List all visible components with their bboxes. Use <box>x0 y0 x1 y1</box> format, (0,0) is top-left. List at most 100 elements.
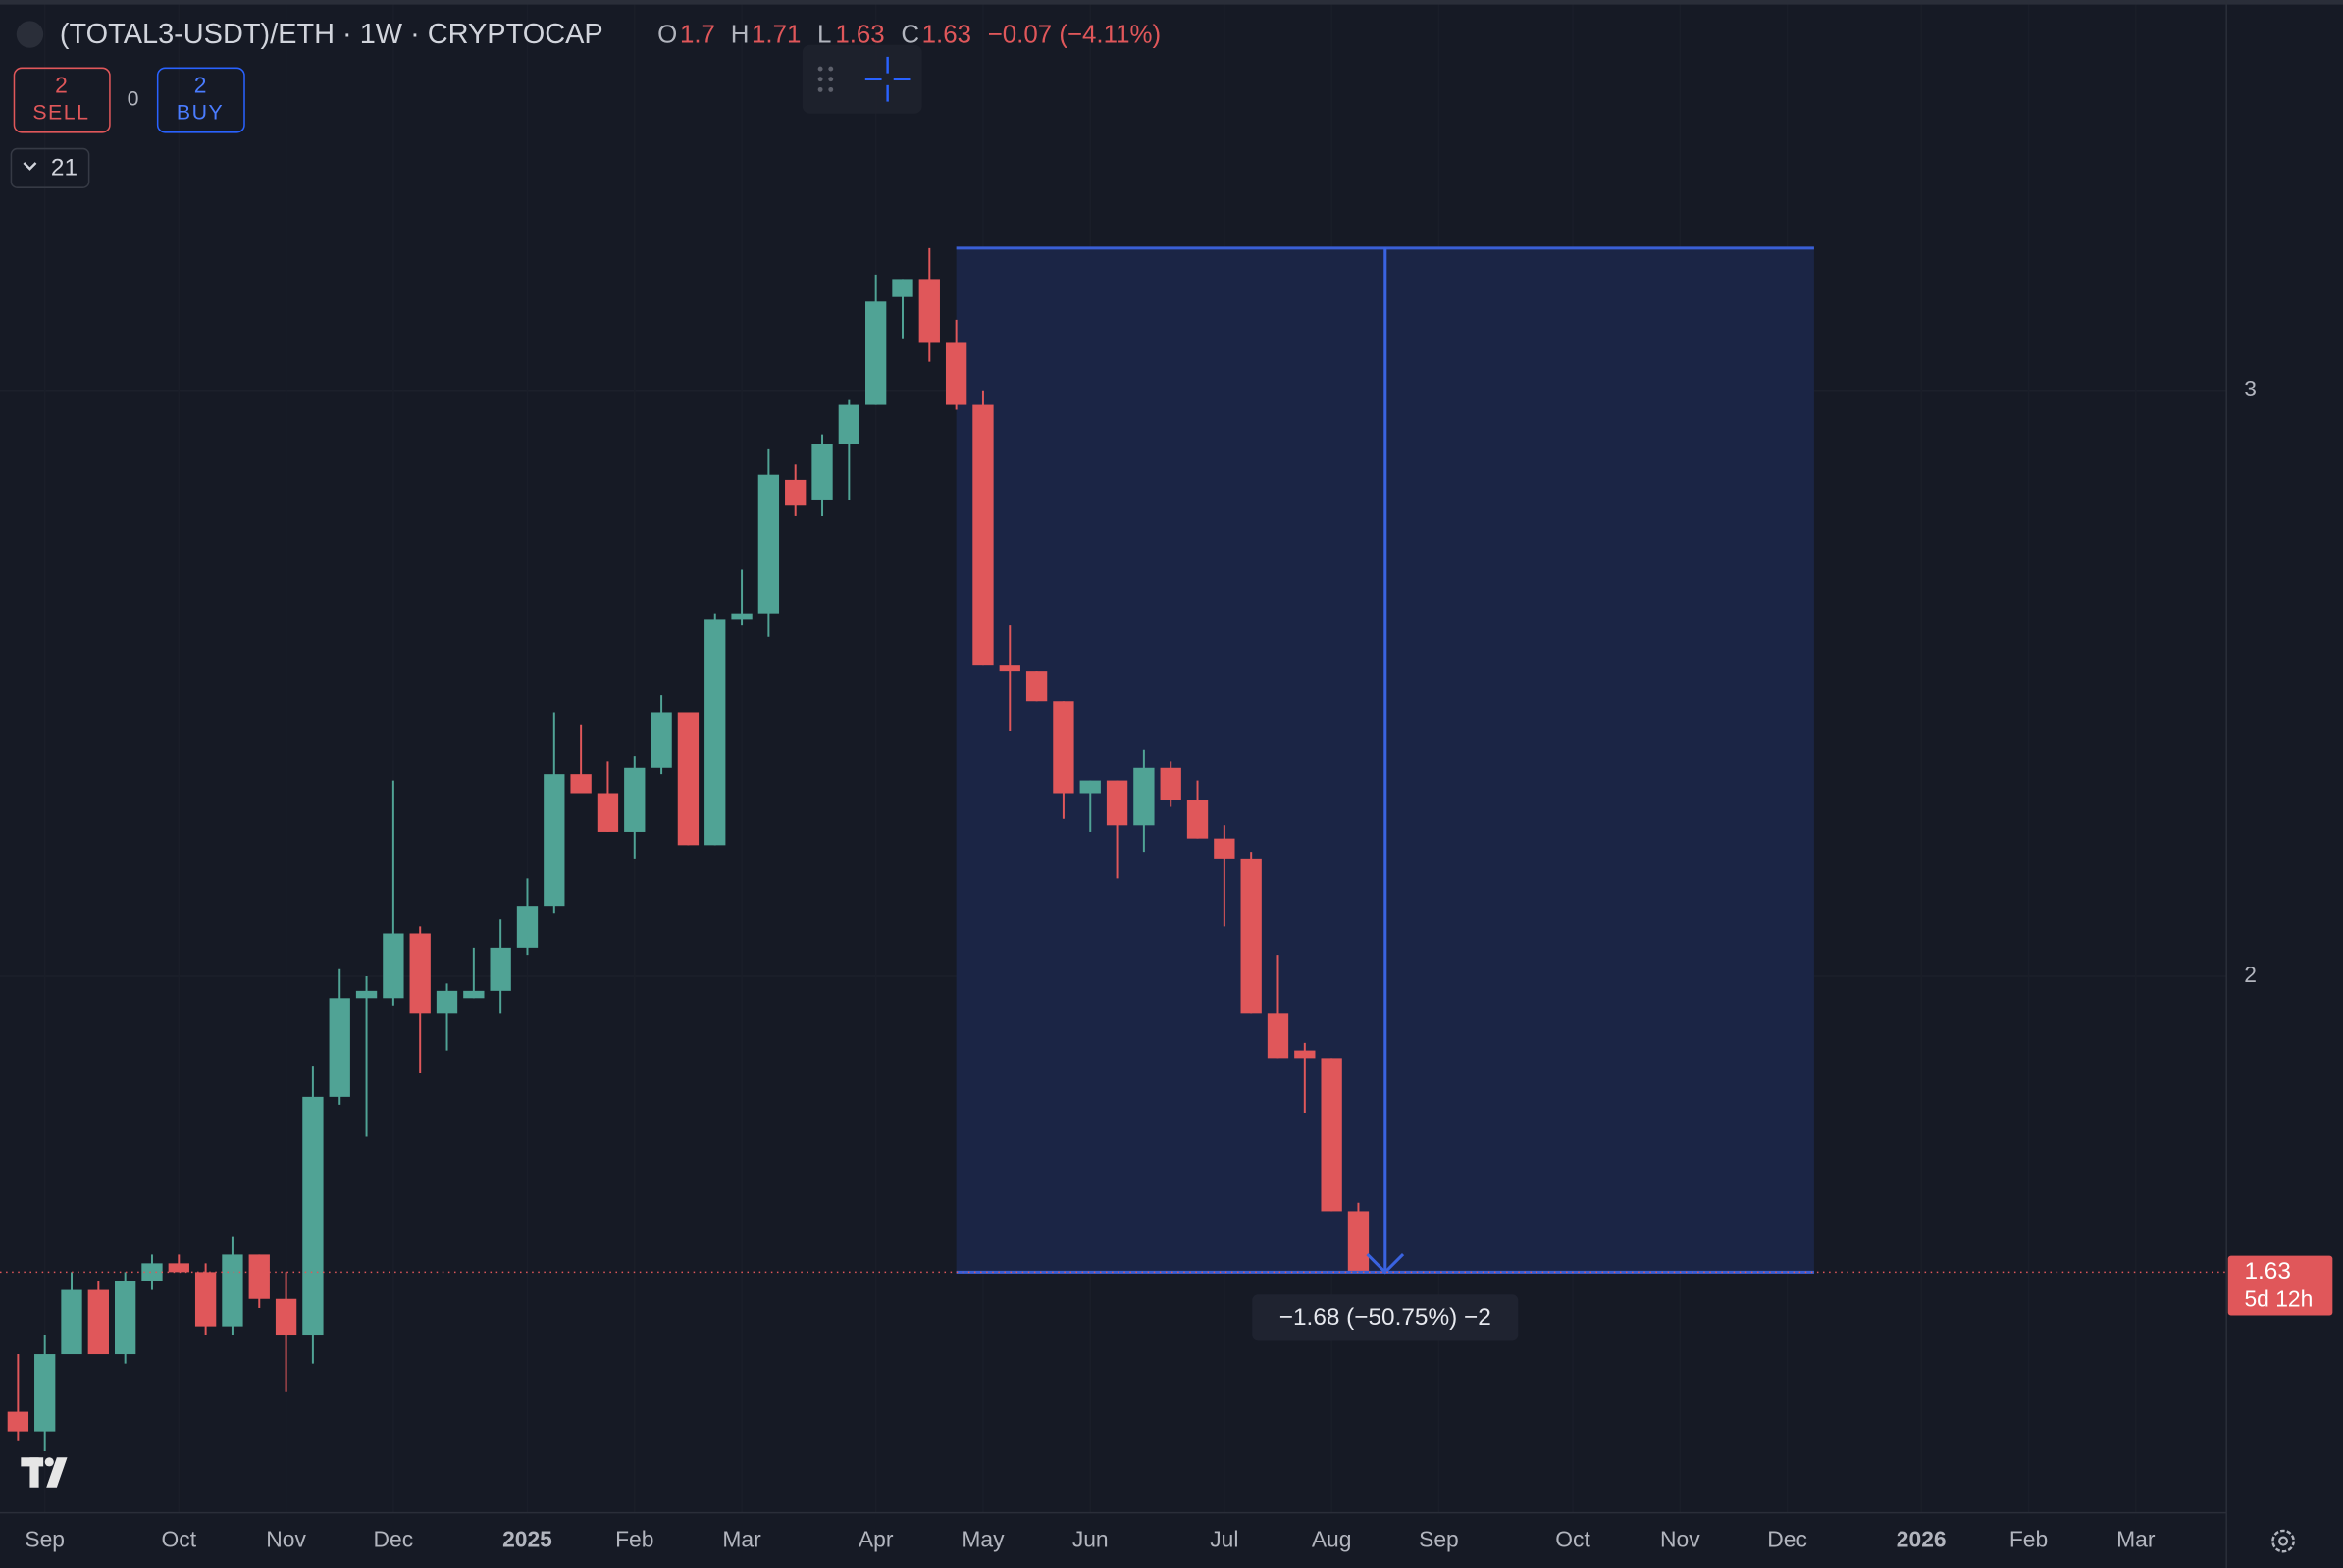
drag-handle <box>817 66 834 92</box>
measure-label: −1.68 (−50.75%) −2 <box>1279 1304 1491 1331</box>
indicators-toggle[interactable]: 21 <box>10 147 90 188</box>
candle-body <box>194 1272 217 1327</box>
candle-body <box>757 474 780 614</box>
change-value: −0.07 (−4.11%) <box>988 21 1161 48</box>
crosshair-icon <box>864 56 911 102</box>
x-tick-label: Mar <box>2116 1527 2156 1552</box>
symbol-title: (TOTAL3-USDT)/ETH · 1W · CRYPTOCAP <box>60 19 603 50</box>
candle-body <box>355 990 378 999</box>
symbol-icon <box>16 21 44 48</box>
candle-body <box>1079 780 1101 794</box>
sell-label: SELL <box>32 100 89 124</box>
candle-body <box>436 990 458 1014</box>
sell-button[interactable]: 2 SELL <box>13 67 111 133</box>
candle-body <box>7 1411 29 1432</box>
measure-arrow-head <box>1366 1253 1405 1275</box>
x-tick-label: Dec <box>1767 1527 1807 1552</box>
x-tick-label: May <box>962 1527 1005 1552</box>
candle-body <box>1025 671 1048 702</box>
candle-body <box>168 1263 189 1273</box>
candle-body <box>1160 767 1181 801</box>
candle-body <box>383 933 404 999</box>
tv-logo <box>21 1457 68 1488</box>
sell-button-border <box>13 67 111 133</box>
candle-body <box>463 990 485 999</box>
candle-body <box>409 933 431 1014</box>
candle-body <box>1267 1013 1289 1059</box>
countdown: 5d 12h <box>2244 1285 2313 1311</box>
candle-body <box>490 947 511 991</box>
candle-body <box>1214 838 1235 859</box>
candle-body <box>731 613 753 620</box>
candle-body <box>87 1289 109 1355</box>
candle-body <box>222 1254 243 1327</box>
buy-button-border <box>156 67 245 133</box>
candle-body <box>248 1254 270 1299</box>
candle-body <box>1240 858 1262 1014</box>
candle-body <box>624 767 646 832</box>
measure-label-bg <box>1252 1294 1519 1341</box>
candle-body <box>570 774 592 794</box>
close-value: 1.63 <box>922 21 971 48</box>
x-tick-label: Jul <box>1210 1527 1238 1552</box>
x-tick-label: Nov <box>1660 1527 1700 1552</box>
candle-body <box>1294 1050 1316 1059</box>
candle-body <box>61 1289 82 1355</box>
candle-body <box>651 712 672 768</box>
candle-body <box>114 1281 136 1355</box>
buy-button[interactable]: 2 BUY <box>156 67 245 133</box>
candle-body <box>918 279 940 343</box>
candle-body <box>275 1298 297 1336</box>
candle-body <box>811 444 833 500</box>
gear-inner <box>2278 1536 2289 1546</box>
plot-area <box>0 246 2227 1451</box>
candle-body <box>597 793 619 832</box>
y-tick-label: 3 <box>2244 376 2257 401</box>
candle-body <box>302 1096 324 1336</box>
x-tick-label: 2025 <box>502 1527 552 1552</box>
last-price: 1.63 <box>2244 1258 2290 1284</box>
x-tick-label: Mar <box>722 1527 761 1552</box>
indicators-border <box>10 147 90 188</box>
high-value: 1.71 <box>752 21 801 48</box>
spread: 0 <box>128 87 139 111</box>
gear-outer <box>2271 1529 2295 1553</box>
candle-body <box>892 279 913 297</box>
candle-body <box>1133 767 1155 826</box>
x-tick-label: Oct <box>1555 1527 1590 1552</box>
x-tick-label: Feb <box>2009 1527 2048 1552</box>
candle-body <box>785 479 807 506</box>
candle-body <box>516 906 539 948</box>
candle-body <box>1053 701 1074 794</box>
low-value: 1.63 <box>835 21 884 48</box>
floating-toolbar[interactable] <box>802 44 922 114</box>
buy-count: 2 <box>194 72 207 97</box>
low-label: L <box>817 21 831 48</box>
open-value: 1.7 <box>680 21 715 48</box>
x-tick-label: Apr <box>859 1527 894 1552</box>
x-tick-label: Feb <box>615 1527 653 1552</box>
candle-body <box>1321 1058 1342 1212</box>
x-tick-label: Oct <box>162 1527 197 1552</box>
x-tick-label: Aug <box>1312 1527 1352 1552</box>
sell-count: 2 <box>55 72 68 97</box>
high-label: H <box>731 21 750 48</box>
candle-body <box>544 774 565 907</box>
candle-body <box>704 619 726 846</box>
close-label: C <box>901 21 919 48</box>
x-tick-label: Sep <box>1419 1527 1459 1552</box>
settings-button[interactable] <box>2271 1529 2295 1553</box>
candle-body <box>1347 1211 1370 1273</box>
y-tick-label: 2 <box>2244 962 2257 987</box>
indicators-count: 21 <box>51 155 78 182</box>
candle-body <box>972 404 994 666</box>
buy-label: BUY <box>177 100 224 124</box>
x-tick-label: Nov <box>266 1527 306 1552</box>
candle-body <box>141 1263 163 1281</box>
x-tick-label: Jun <box>1072 1527 1109 1552</box>
open-label: O <box>657 21 677 48</box>
chevron-icon <box>23 162 37 171</box>
x-tick-label: Sep <box>25 1527 65 1552</box>
